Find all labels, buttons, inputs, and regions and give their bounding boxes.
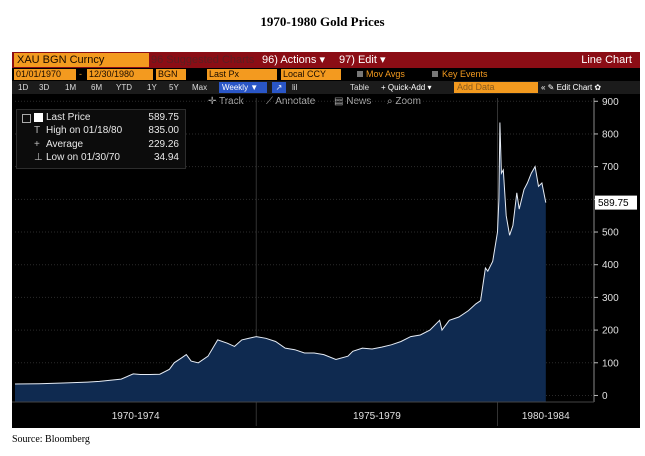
- legend-high-value: 835.00: [148, 125, 179, 136]
- start-date-input[interactable]: 01/01/1970: [14, 69, 76, 80]
- params-bar: 01/01/1970 - 12/30/1980 BGN Last Px Loca…: [12, 68, 640, 81]
- y-tick-label: 500: [602, 228, 619, 239]
- chart-type-label[interactable]: Line Chart: [581, 54, 632, 66]
- date-separator: -: [79, 69, 82, 79]
- mov-avgs-checkbox[interactable]: [357, 71, 363, 77]
- price-line: [14, 122, 547, 385]
- last-price-tag-label: 589.75: [598, 198, 629, 209]
- toolbar: XAU BGN Curncy 96 Suggested Charts 96) A…: [12, 52, 640, 68]
- add-data-input[interactable]: Add Data: [454, 82, 538, 93]
- x-tick-layer: 1970-1974 1975-1979 1980-1984: [112, 411, 570, 422]
- x-tick-label: 1970-1974: [112, 411, 160, 422]
- ticker-field[interactable]: XAU BGN Curncy: [14, 53, 149, 67]
- y-tick-label: 900: [602, 97, 619, 108]
- period-max[interactable]: Max: [192, 83, 208, 92]
- y-tick-label: 100: [602, 358, 619, 369]
- legend-collapse-icon[interactable]: [22, 114, 31, 123]
- period-1d[interactable]: 1D: [18, 83, 29, 92]
- end-date-input[interactable]: 12/30/1980: [87, 69, 153, 80]
- high-marker-icon: T: [34, 125, 41, 136]
- edit-chart-button[interactable]: « ✎ Edit Chart ✿: [541, 83, 602, 92]
- average-marker-icon: +: [34, 139, 40, 150]
- legend-box: Last Price 589.75 T High on 01/18/80 835…: [16, 109, 186, 169]
- legend-high-row: T High on 01/18/80 835.00: [17, 125, 185, 137]
- source-field[interactable]: BGN: [156, 69, 186, 80]
- actions-menu[interactable]: 96) Actions ▾: [262, 54, 325, 66]
- price-area: [15, 122, 546, 402]
- period-5y[interactable]: 5Y: [169, 83, 179, 92]
- field-select[interactable]: Last Px: [207, 69, 277, 80]
- frequency-select[interactable]: Weekly ▼: [219, 82, 267, 93]
- y-tick-label: 400: [602, 260, 619, 271]
- legend-low-label: Low on 01/30/70: [46, 152, 120, 163]
- legend-last-price-label: Last Price: [46, 112, 91, 123]
- key-events-label[interactable]: Key Events: [442, 69, 488, 79]
- legend-color-swatch: [34, 113, 43, 122]
- x-tick-label: 1975-1979: [353, 411, 401, 422]
- annotate-tool[interactable]: ⟋ Annotate: [266, 96, 316, 107]
- legend-average-value: 229.26: [148, 139, 179, 150]
- key-events-checkbox[interactable]: [432, 71, 438, 77]
- line-chart-icon[interactable]: ↗: [272, 82, 286, 93]
- period-1m[interactable]: 1M: [65, 83, 77, 92]
- legend-low-value: 34.94: [153, 152, 179, 163]
- news-tool[interactable]: ▤ News: [334, 96, 372, 107]
- y-tick-label: 800: [602, 129, 619, 140]
- period-ytd[interactable]: YTD: [116, 83, 132, 92]
- last-price-tag: [595, 195, 637, 210]
- period-6m[interactable]: 6M: [91, 83, 103, 92]
- period-3d[interactable]: 3D: [39, 83, 50, 92]
- last-price-tag-group: 589.75: [595, 195, 637, 210]
- period-bar: 1D 3D 1M 6M YTD 1Y 5Y Max Weekly ▼ ↗ lil…: [12, 81, 640, 94]
- legend-low-row: ⊥ Low on 01/30/70 34.94: [17, 152, 185, 164]
- edit-menu[interactable]: 97) Edit ▾: [339, 54, 386, 66]
- legend-average-label: Average: [46, 139, 84, 150]
- legend-last-price-value: 589.75: [148, 112, 179, 123]
- suggested-charts-button[interactable]: 96 Suggested Charts: [151, 54, 255, 66]
- zoom-tool[interactable]: ⌕ Zoom: [387, 96, 421, 107]
- low-marker-icon: ⊥: [34, 152, 43, 163]
- period-1y[interactable]: 1Y: [147, 83, 157, 92]
- bar-chart-icon[interactable]: lil: [292, 83, 298, 92]
- y-tick-label: 0: [602, 391, 608, 402]
- table-button[interactable]: Table: [350, 83, 370, 92]
- legend-last-price-row: Last Price 589.75: [17, 112, 185, 124]
- y-tick-label: 300: [602, 293, 619, 304]
- y-tick-label: 700: [602, 162, 619, 173]
- legend-high-label: High on 01/18/80: [46, 125, 123, 136]
- currency-select[interactable]: Local CCY: [281, 69, 341, 80]
- legend-average-row: + Average 229.26: [17, 139, 185, 151]
- bloomberg-terminal-window: XAU BGN Curncy 96 Suggested Charts 96) A…: [12, 52, 640, 428]
- y-tick-label: 200: [602, 326, 619, 337]
- source-caption: Source: Bloomberg: [12, 434, 90, 445]
- page-title: 1970-1980 Gold Prices: [260, 14, 385, 29]
- x-tick-label: 1980-1984: [522, 411, 570, 422]
- quick-add-button[interactable]: + Quick-Add ▾: [381, 83, 432, 92]
- mov-avgs-label[interactable]: Mov Avgs: [366, 69, 405, 79]
- y-tick-layer: 0100200300400500600700800900: [594, 97, 619, 402]
